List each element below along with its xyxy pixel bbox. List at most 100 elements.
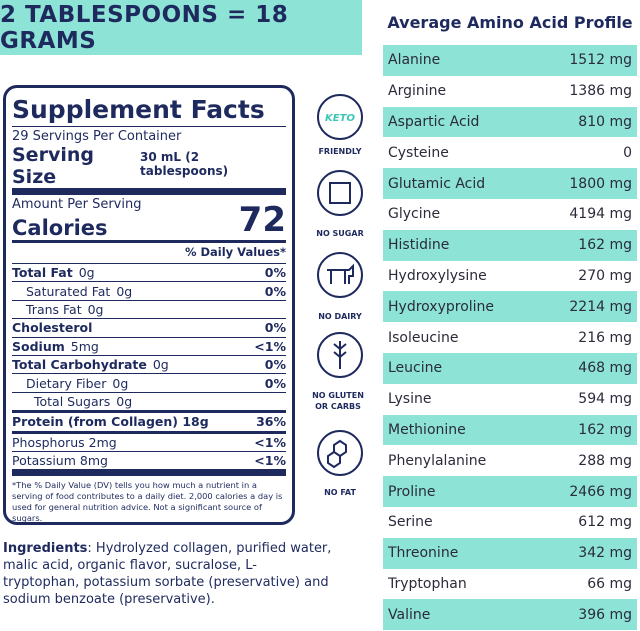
icon-label: NO FAT [324,488,356,497]
nutrient-name: Total Sugars [34,393,111,409]
nutrient: Protein (from Collagen) 18g [12,414,209,429]
amino-name: Glycine [388,206,441,223]
amino-name: Tryptophan [388,575,467,592]
daily-value: <1% [254,434,286,450]
amino-row: Aspartic Acid 810 mg [383,106,637,138]
amino-value: 1800 mg [569,175,632,192]
amino-name: Proline [388,483,436,500]
nutrient: Phosphorus 2mg [12,435,117,450]
daily-value: 36% [256,414,286,430]
amino-row: Methionine 162 mg [383,414,637,446]
ingredients: Ingredients: Hydrolyzed collagen, purifi… [3,540,333,608]
keto-text: KETO [325,113,355,124]
nutrient-name: Protein (from Collagen) 18g [12,414,209,430]
facts-row: Potassium 8mg <1% [12,450,286,469]
amino-value: 216 mg [578,329,632,346]
amino-value: 342 mg [578,545,632,562]
daily-value: 0% [264,357,286,373]
nutrient-name: Potassium 8mg [12,453,108,469]
amino-row: Hydroxylysine 270 mg [383,261,637,292]
amino-value: 2214 mg [569,298,632,315]
nutrient-name: Total Fat [12,265,73,281]
calories-label: Calories [12,216,108,240]
nutrient: Potassium 8mg [12,453,108,468]
icon-label: NO GLUTEN OR CARBS [312,391,364,411]
amount: 0g [116,393,133,409]
amino-row: Alanine 1512 mg [383,45,637,76]
amino-name: Methionine [388,421,466,438]
nutrient: Total Carbohydrate 0g [12,357,169,372]
amino-row: Arginine 1386 mg [383,76,637,107]
banner: 2 TABLESPOONS = 18 GRAMS [0,0,362,55]
no-sugar-icon [317,170,363,216]
facts-row: Total Carbohydrate 0g 0% [12,354,286,373]
molecule [327,439,347,469]
facts-row: Protein (from Collagen) 18g 36% [12,410,286,430]
amino-value: 594 mg [578,391,632,408]
amino-row: Leucine 468 mg [383,352,637,384]
amino-value: 162 mg [578,237,632,254]
amino-name: Alanine [388,52,441,69]
amino-value: 66 mg [587,575,632,592]
amino-name: Phenylalanine [388,452,487,469]
nutrient: Sodium 5mg [12,339,99,354]
keto-icon [317,94,363,140]
ingredients-label: Ingredients [3,541,88,556]
amino-value: 810 mg [578,113,632,130]
amino-table: Average Amino Acid Profile Alanine 1512 m… [383,0,637,631]
facts-rows: Total Fat 0g 0% Saturated Fat 0g 0% Trans Fat 0… [12,263,286,469]
amino-row: Threonine 342 mg [383,537,637,569]
amino-value: 270 mg [578,267,632,284]
amino-name: Glutamic Acid [388,175,486,192]
amino-title: Average Amino Acid Profile [387,13,633,32]
ingredients-text: : Hydrolyzed collagen, purified water, m… [3,541,332,607]
daily-value: <1% [254,338,286,354]
amino-row: Glutamic Acid 1800 mg [383,168,637,199]
nutrient-name: Trans Fat [26,301,82,317]
facts-row: Total Fat 0g 0% [12,263,286,281]
amino-value: 1512 mg [569,52,632,69]
amino-name: Threonine [388,545,459,562]
amino-row: Tryptophan 66 mg [383,569,637,600]
footnote: *The % Daily Value (DV) tells you how mu… [12,469,286,524]
amount: 0g [78,265,95,281]
amount: 0g [87,301,104,317]
daily-value: 0% [264,265,286,281]
icons: KETO [317,94,363,476]
facts-row: Trans Fat 0g [12,299,286,318]
calories-value: 72 [238,200,286,240]
facts-title: Supplement Facts [12,95,265,124]
facts-row: Sodium 5mg <1% [12,336,286,355]
amount: 0g [116,283,133,299]
nutrient-name: Cholesterol [12,320,93,336]
amino-name: Leucine [388,360,443,377]
amino-name: Aspartic Acid [388,113,480,130]
nutrient-name: Saturated Fat [26,283,111,299]
amino-name: Arginine [388,83,447,100]
amount-per-serving: Amount Per Serving [12,188,286,212]
no-fat-icon [317,430,363,476]
amino-name: Cysteine [388,144,449,161]
facts-row: Total Sugars 0g [12,391,286,410]
amino-row: Hydroxyproline 2214 mg [383,291,637,323]
serving-size-label: Serving Size [12,144,94,188]
icon-label: NO DAIRY [318,312,362,321]
no-gluten-icon [317,332,363,378]
supplement-facts: Supplement Facts 29 Servings Per Contain… [3,85,295,525]
amount: 0g [152,357,169,373]
nutrient: Total Fat 0g [12,265,95,280]
amino-value: 612 mg [578,514,632,531]
amount: 0g [112,375,129,391]
amino-row: Phenylalanine 288 mg [383,445,637,476]
nutrient: Trans Fat 0g [12,302,104,317]
amino-value: 1386 mg [569,83,632,100]
dv-header: % Daily Values* [12,240,286,263]
icon-label: FRIENDLY [318,147,362,156]
nutrient: Cholesterol [12,320,92,335]
servings: 29 Servings Per Container [12,126,286,144]
amino-row: Valine 396 mg [383,599,637,631]
nutrient: Saturated Fat 0g [12,284,132,299]
amino-row: Cysteine 0 [383,137,637,168]
amount: 5mg [70,338,99,354]
